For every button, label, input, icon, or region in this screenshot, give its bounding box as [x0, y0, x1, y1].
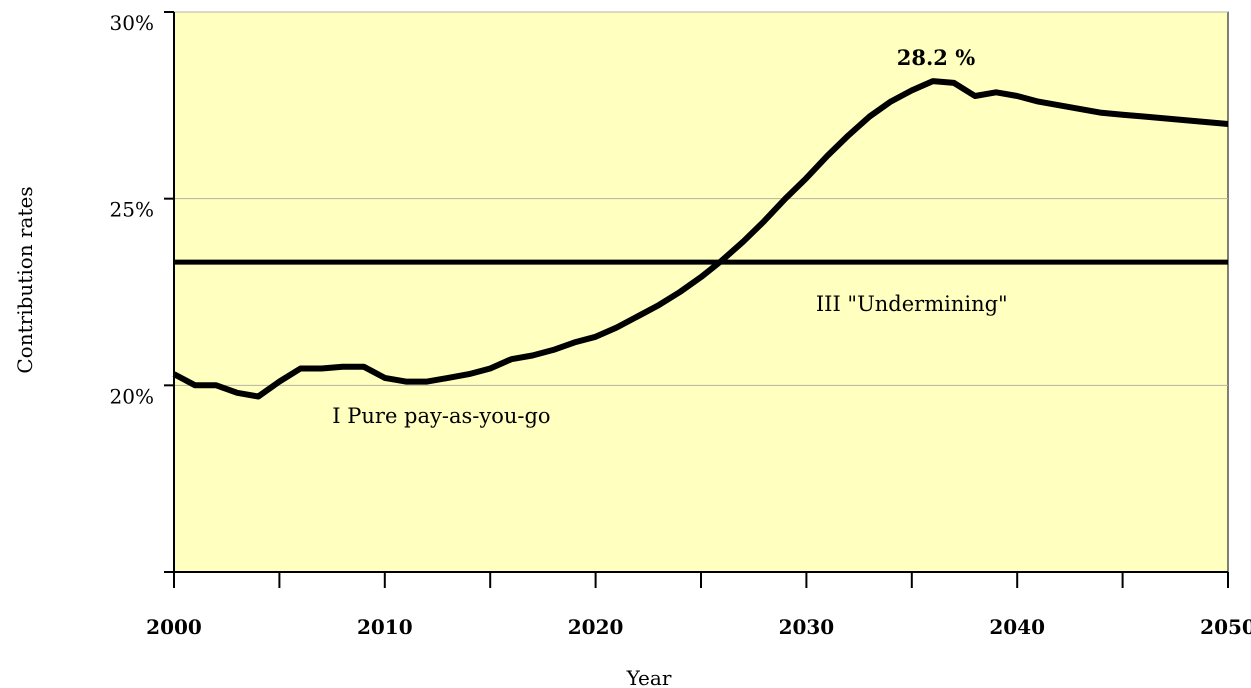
y-tick-label: 20%	[110, 384, 154, 408]
y-tick-label: 30%	[110, 11, 154, 35]
region-one-annotation: I Pure pay-as-you-go	[332, 404, 550, 428]
plot-area-background	[173, 11, 1229, 573]
x-tick-label: 2030	[779, 615, 835, 639]
x-axis-ticks: 2000 2010 2020 2030 2040 2050	[146, 572, 1251, 639]
contribution-rate-line	[172, 78, 1229, 400]
peak-annotation: 28.2 %	[897, 45, 975, 70]
x-tick-label: 2000	[146, 615, 202, 639]
x-tick-label: 2010	[357, 615, 413, 639]
x-axis-label: Year	[626, 666, 672, 688]
gridlines	[174, 11, 1228, 386]
x-tick-label: 2040	[989, 615, 1045, 639]
region-three-annotation: III "Undermining"	[816, 292, 1008, 316]
y-axis-ticks: 20% 25% 30%	[110, 11, 174, 408]
y-tick-label: 25%	[110, 198, 154, 222]
y-axis-label: Contribution rates	[13, 186, 37, 373]
x-tick-label: 2020	[568, 615, 624, 639]
x-tick-label: 2050	[1200, 615, 1251, 639]
